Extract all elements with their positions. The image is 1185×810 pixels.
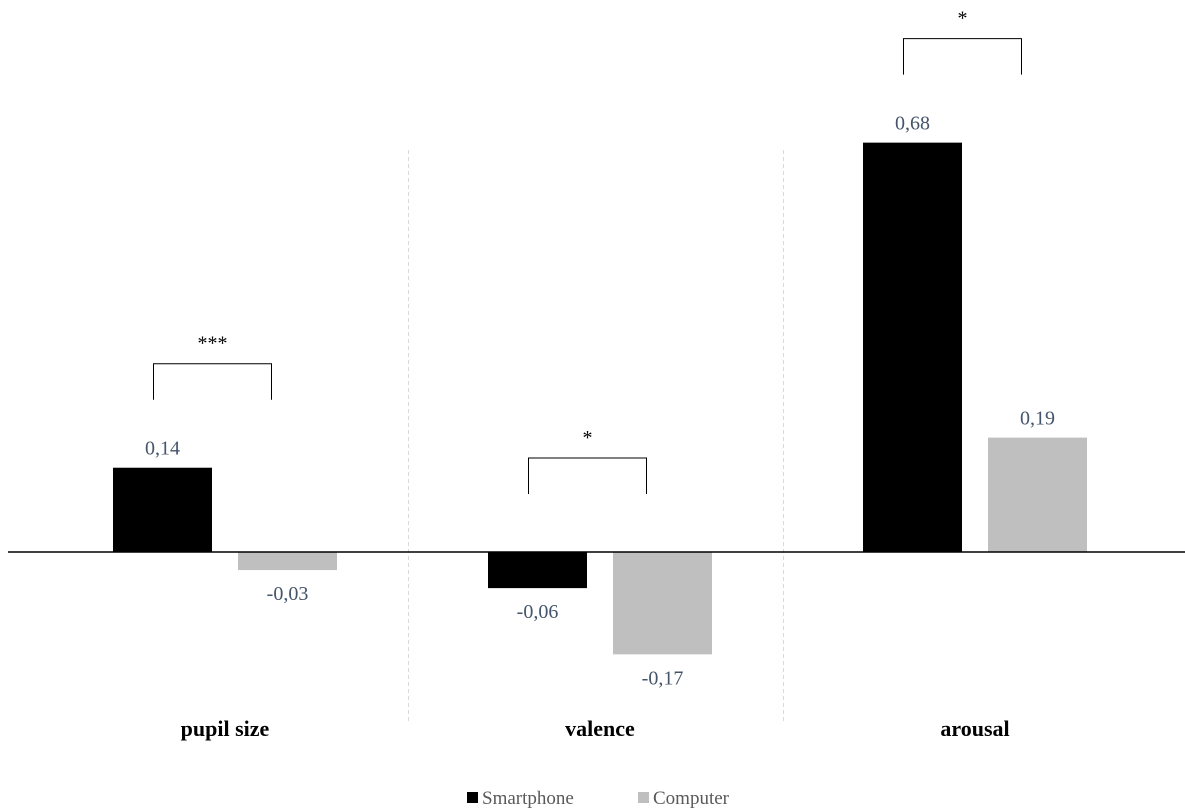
category-labels: pupil size valence arousal	[181, 716, 1010, 741]
significance-bracket	[153, 363, 272, 400]
significance-label: *	[583, 427, 593, 449]
value-label-computer-arousal: 0,19	[1020, 408, 1055, 430]
bar-smartphone-valence	[488, 552, 587, 589]
significance-bracket	[528, 457, 647, 494]
legend-swatch-computer	[638, 792, 649, 803]
bars	[113, 142, 1087, 655]
legend-label-computer: Computer	[653, 788, 730, 809]
bar-computer-valence	[613, 552, 712, 655]
category-label: pupil size	[181, 716, 270, 741]
significance-label: ***	[198, 333, 228, 355]
value-label-computer-pupil-size: -0,03	[267, 583, 309, 605]
value-label-smartphone-pupil-size: 0,14	[145, 438, 180, 460]
significance-label: *	[958, 8, 968, 30]
significance-bracket	[903, 38, 1022, 75]
legend: Smartphone Computer	[467, 788, 730, 809]
value-labels: 0,14 -0,03 -0,06 -0,17 0,68 0,19	[145, 113, 1055, 690]
legend-label-smartphone: Smartphone	[482, 788, 574, 809]
bar-smartphone-pupil-size	[113, 467, 212, 552]
value-label-smartphone-arousal: 0,68	[895, 113, 930, 135]
bar-smartphone-arousal	[863, 142, 962, 552]
category-separators	[408, 150, 784, 722]
significance-brackets: *****	[153, 8, 1022, 494]
value-label-smartphone-valence: -0,06	[517, 601, 559, 623]
legend-swatch-smartphone	[467, 792, 478, 803]
category-label: valence	[565, 716, 635, 741]
value-label-computer-valence: -0,17	[642, 667, 684, 689]
bar-computer-arousal	[988, 437, 1087, 552]
category-label: arousal	[940, 716, 1009, 741]
bar-computer-pupil-size	[238, 552, 337, 571]
